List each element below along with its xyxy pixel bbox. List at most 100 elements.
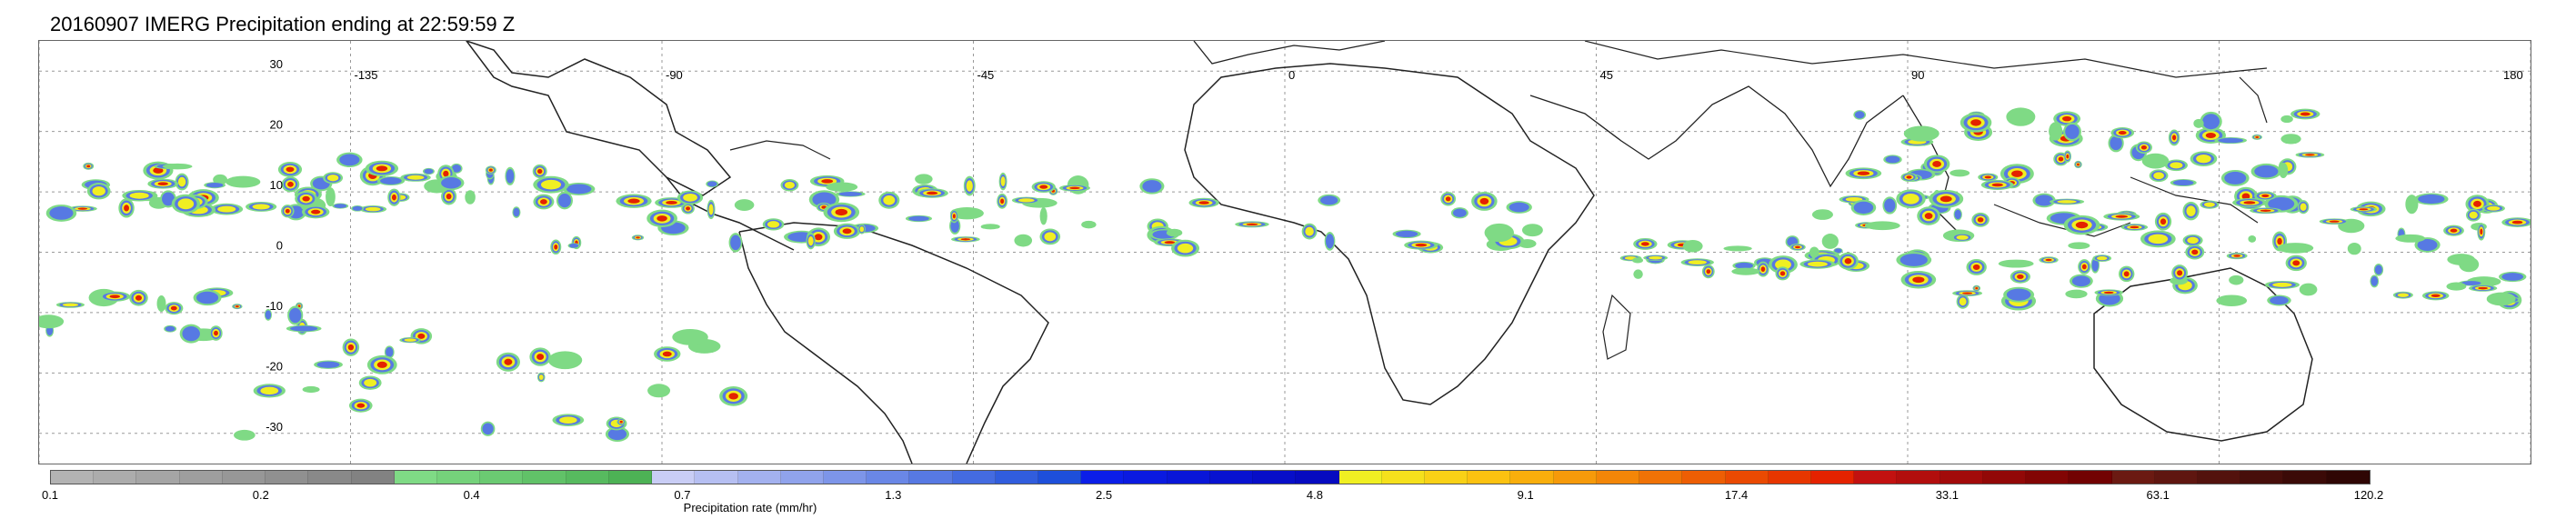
precipitation-cell [2091, 258, 2099, 272]
colorbar-swatch [780, 471, 824, 484]
precipitation-cell [859, 226, 865, 233]
precipitation-cell [1001, 200, 1004, 203]
precipitation-cell [1853, 201, 1874, 215]
precipitation-cell [536, 354, 545, 361]
colorbar-swatch [51, 471, 95, 484]
precipitation-cell [513, 207, 520, 217]
precipitation-cell [49, 206, 74, 220]
precipitation-cell [2487, 205, 2501, 211]
precipitation-cell [1198, 201, 1209, 205]
colorbar-tick-label: 4.8 [1306, 488, 1323, 502]
precipitation-cell [1970, 119, 1981, 126]
precipitation-cell [2277, 237, 2282, 245]
precipitation-cell [2292, 260, 2300, 266]
precipitation-cell [1166, 228, 1183, 237]
precipitation-cell [821, 179, 834, 184]
precipitation-cell [568, 243, 579, 248]
precipitation-cell [2235, 255, 2239, 257]
precipitation-cell [2115, 215, 2129, 218]
precipitation-cell [302, 195, 310, 202]
precipitation-cell [506, 360, 510, 364]
precipitation-cell [2359, 208, 2369, 211]
precipitation-cell [2209, 134, 2213, 137]
precipitation-cell [1522, 224, 1543, 237]
precipitation-cell [265, 310, 272, 320]
precipitation-cell [2450, 228, 2458, 233]
precipitation-cell [838, 211, 844, 214]
precipitation-cell [607, 428, 627, 441]
precipitation-cell [980, 224, 1000, 230]
precipitation-cell [1325, 234, 1335, 249]
precipitation-cell [506, 168, 515, 184]
precipitation-cell [2120, 132, 2124, 135]
colorbar-swatch [1338, 471, 1382, 484]
precipitation-cell [62, 303, 79, 307]
precipitation-cell [1017, 198, 1035, 203]
precipitation-cell [1932, 161, 1941, 167]
colorbar-swatch [523, 471, 566, 484]
precipitation-cell [2153, 172, 2164, 180]
precipitation-cell [908, 215, 929, 222]
precipitation-cell [86, 165, 91, 168]
precipitation-cell [424, 168, 434, 175]
precipitation-cell [165, 325, 175, 332]
precipitation-cell [647, 384, 671, 398]
precipitation-cell [2397, 293, 2410, 297]
precipitation-cell [2300, 203, 2307, 211]
precipitation-cell [1415, 243, 1428, 247]
longitude-label: -45 [977, 68, 995, 82]
precipitation-cell [708, 204, 714, 215]
precipitation-cell [1995, 184, 2000, 186]
colorbar-tick-label: 33.1 [1935, 488, 1960, 502]
precipitation-cell [364, 378, 377, 387]
precipitation-cell [915, 174, 933, 185]
precipitation-cell [823, 206, 826, 209]
longitude-label: -90 [666, 68, 683, 82]
precipitation-cell [2171, 135, 2177, 141]
precipitation-cell [2186, 205, 2196, 216]
precipitation-cell [2229, 274, 2244, 285]
precipitation-cell [2277, 243, 2314, 254]
precipitation-cell [542, 201, 546, 204]
precipitation-cell [665, 353, 669, 355]
precipitation-cell [2177, 270, 2183, 276]
precipitation-cell [226, 175, 261, 188]
precipitation-cell [1142, 180, 1162, 193]
precipitation-cell [465, 190, 476, 205]
precipitation-cell [767, 221, 780, 228]
precipitation-cell [365, 206, 381, 212]
colorbar-swatch [566, 471, 609, 484]
colorbar-swatch [1253, 471, 1297, 484]
precipitation-cell [2272, 282, 2292, 287]
colorbar-swatch [2240, 471, 2284, 484]
precipitation-cell [489, 169, 492, 172]
precipitation-cell [929, 192, 935, 195]
precipitation-cell [1847, 260, 1849, 263]
precipitation-cell [2187, 236, 2199, 245]
precipitation-cell [2224, 171, 2247, 185]
colorbar-swatch [2283, 471, 2327, 484]
precipitation-cell [2461, 281, 2481, 285]
precipitation-cell [2065, 289, 2088, 299]
precipitation-cell [2141, 153, 2170, 169]
precipitation-cell [2418, 194, 2445, 205]
precipitation-cell [379, 167, 385, 170]
precipitation-cell [113, 295, 117, 298]
colorbar-swatch [2154, 471, 2198, 484]
precipitation-cell [1902, 193, 1919, 205]
colorbar-swatch [1940, 471, 1983, 484]
precipitation-cell [2160, 218, 2167, 225]
latitude-label: 30 [270, 57, 283, 71]
colorbar-swatch [695, 471, 738, 484]
colorbar-swatch [266, 471, 309, 484]
precipitation-cell [286, 210, 289, 213]
latitude-label: -10 [266, 299, 283, 313]
precipitation-cell [326, 175, 339, 182]
precipitation-cell [1632, 257, 1644, 264]
colorbar-swatch [952, 471, 996, 484]
precipitation-cell [812, 192, 837, 207]
precipitation-cell [631, 200, 636, 203]
precipitation-cell [950, 219, 959, 233]
precipitation-cell [807, 235, 814, 246]
precipitation-cell [1735, 262, 1753, 269]
